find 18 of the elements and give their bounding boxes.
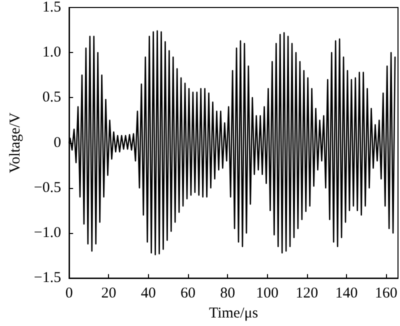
x-tick-label: 100: [256, 286, 278, 302]
y-tick-label: −1.0: [34, 225, 62, 241]
x-tick-label: 80: [220, 286, 236, 302]
x-tick-label: 0: [65, 286, 73, 302]
x-tick-label: 20: [101, 286, 116, 302]
x-axis-title: Time/μs: [208, 306, 258, 322]
y-tick-label: 0: [54, 134, 62, 151]
y-tick-label: −1.5: [34, 270, 62, 286]
y-tick-label: 1.0: [42, 44, 62, 61]
x-tick-label: 140: [335, 286, 358, 302]
y-tick-label: −0.5: [34, 180, 62, 196]
y-tick-label: 0.5: [42, 90, 62, 106]
y-tick-label: 1.5: [42, 0, 62, 16]
x-tick-label: 40: [140, 286, 156, 302]
x-tick-label: 60: [180, 286, 196, 302]
y-axis-title: Voltage/V: [8, 112, 24, 174]
x-tick-label: 120: [296, 286, 318, 302]
x-tick-label: 160: [374, 286, 398, 302]
